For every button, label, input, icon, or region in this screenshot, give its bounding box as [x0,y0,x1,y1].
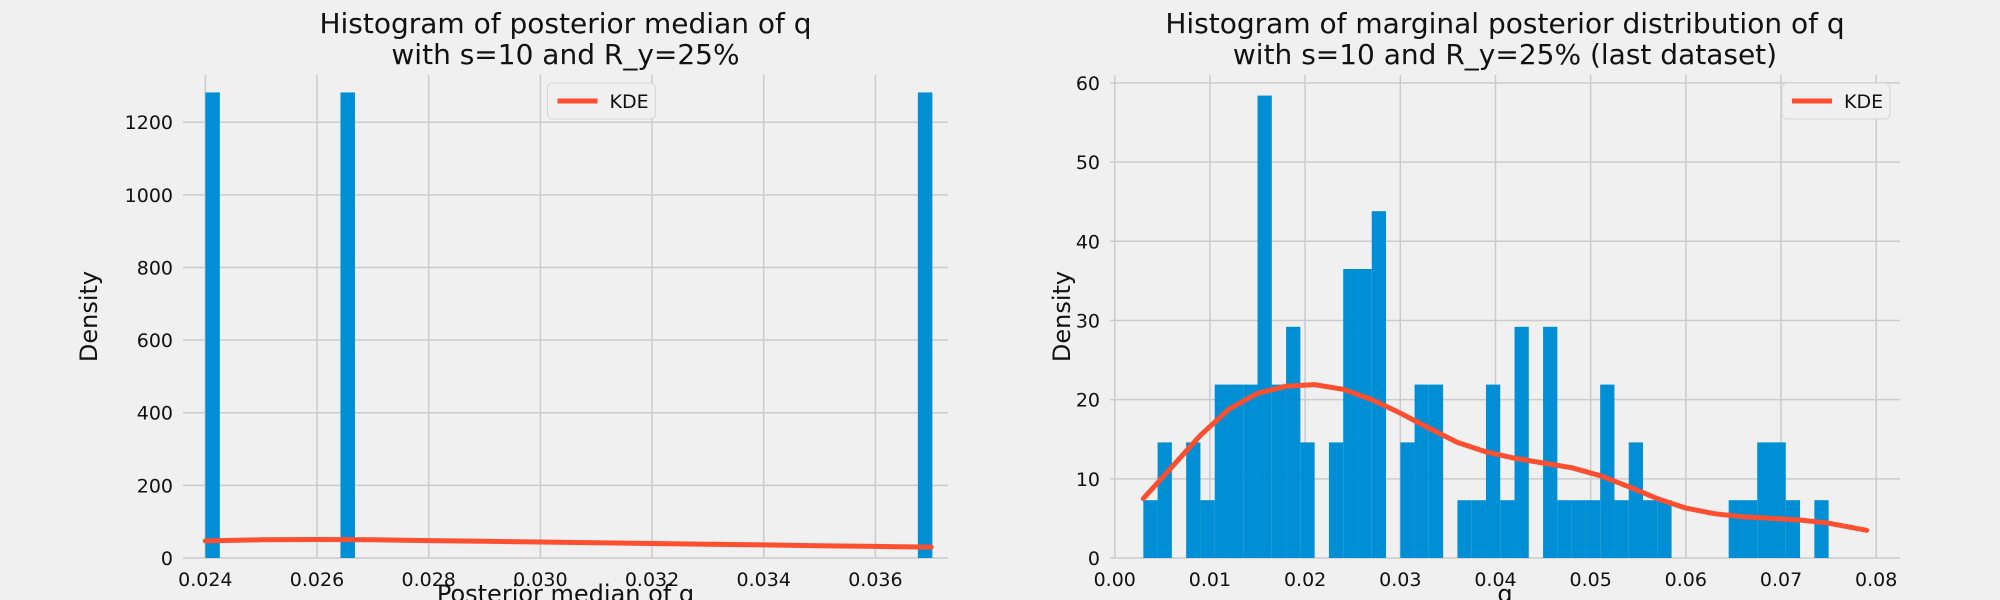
x-tick-label: 0.032 [625,569,679,591]
histogram-bar [1243,384,1258,558]
y-tick-label: 30 [1076,310,1100,332]
histogram-bars [205,92,933,558]
histogram-bar [1471,500,1486,558]
histogram-bar [1728,500,1743,558]
histogram-bar [1785,500,1801,558]
legend-box [547,82,656,120]
x-axis-label: q [1497,580,1512,600]
x-tick-label: 0.024 [178,569,232,591]
y-tick-label: 800 [137,257,173,279]
histogram-bar [1143,500,1158,558]
x-tick-label: 0.034 [737,569,791,591]
y-tick-label: 1000 [125,185,173,207]
histogram-bar [1485,384,1501,558]
legend: KDE [547,82,656,120]
x-tick-label: 0.01 [1189,569,1231,591]
x-tick-label: 0.03 [1379,569,1421,591]
plot-area [183,75,948,558]
x-tick-label: 0.06 [1665,569,1707,591]
y-axis-label: Density [1048,271,1076,362]
x-tick-label: 0.08 [1855,569,1897,591]
x-tick-label: 0.030 [513,569,567,591]
kde-line [1140,382,1870,533]
kde-line [202,537,934,550]
chart-panel-1: 0.024 0.026 0.028 0.030 0.032 0.034 0.036 0 200 4… [75,7,948,600]
histogram-bar [1371,211,1387,558]
histogram-bar [1228,384,1244,558]
histogram-bar [1457,500,1472,558]
histogram-bar [1200,500,1215,558]
histogram-bar [1514,326,1529,558]
x-tick-label: 0.036 [848,569,902,591]
y-tick-label: 40 [1076,231,1100,253]
x-tick-label: 0.04 [1474,569,1516,591]
histogram-bar [1286,326,1301,558]
x-axis-label: Posterior median of q [437,580,694,600]
y-tick-label: 50 [1076,152,1100,174]
histogram-bar [1400,442,1415,558]
grid [183,75,948,559]
legend-box [1781,82,1891,120]
histogram-bar [1343,268,1358,558]
histogram-bar [1585,500,1601,558]
chart-title: Histogram of marginal posterior distribu… [1165,7,1844,40]
chart-title: Histogram of posterior median of q [319,7,811,40]
legend-label: KDE [1844,91,1883,113]
y-tick-label: 200 [137,475,173,497]
x-tick-label: 0.02 [1284,569,1326,591]
histogram-bar [917,92,933,558]
histogram-bar [1814,500,1829,558]
chart-subtitle: with s=10 and R_y=25% [391,38,739,71]
y-tick-label: 0 [161,548,173,570]
y-tick-label: 600 [137,330,173,352]
y-tick-label: 400 [137,403,173,425]
histogram-bar [1257,95,1272,558]
y-tick-label: 0 [1088,548,1100,570]
legend-label: KDE [610,91,649,113]
x-tick-label: 0.07 [1760,569,1802,591]
histogram-bar [1771,442,1786,558]
histogram-bar [1157,442,1172,558]
histogram-bar [1271,384,1287,558]
histogram-bar [1757,442,1772,558]
histogram-bar [1628,442,1644,558]
histogram-bar [340,92,355,558]
histogram-bar [1571,500,1586,558]
histogram-bar [1543,326,1558,558]
histogram-bar [1500,500,1515,558]
histogram-bar [1300,442,1315,558]
histogram-bar [1414,384,1429,558]
histogram-bar [1614,500,1629,558]
histogram-bar [1557,500,1572,558]
histogram-bar [1186,442,1201,558]
y-tick-label: 10 [1076,469,1100,491]
histogram-bar [1428,384,1444,558]
x-tick-label: 0.05 [1570,569,1612,591]
histogram-bar [1643,500,1658,558]
y-tick-label: 60 [1076,73,1100,95]
y-tick-label: 20 [1076,390,1100,412]
histogram-bar [1600,384,1615,558]
x-tick-label: 0.026 [290,569,344,591]
legend: KDE [1781,82,1891,120]
histogram-bars [1143,95,1829,558]
x-tick-label: 0.00 [1094,569,1136,591]
histogram-bar [1328,442,1344,558]
histogram-bar [1214,384,1229,558]
x-tick-label: 0.028 [401,569,455,591]
y-axis-label: Density [75,271,103,362]
histogram-bar [1357,268,1372,558]
histogram-bar [1742,500,1758,558]
chart-subtitle: with s=10 and R_y=25% (last dataset) [1233,38,1777,71]
chart-panel-2: 0.00 0.01 0.02 0.03 0.04 0.05 0.06 0.07 0.08 0 10 2… [1048,7,1900,600]
histogram-bar [1657,500,1672,558]
histogram-bar [205,92,220,558]
y-tick-label: 1200 [125,112,173,134]
